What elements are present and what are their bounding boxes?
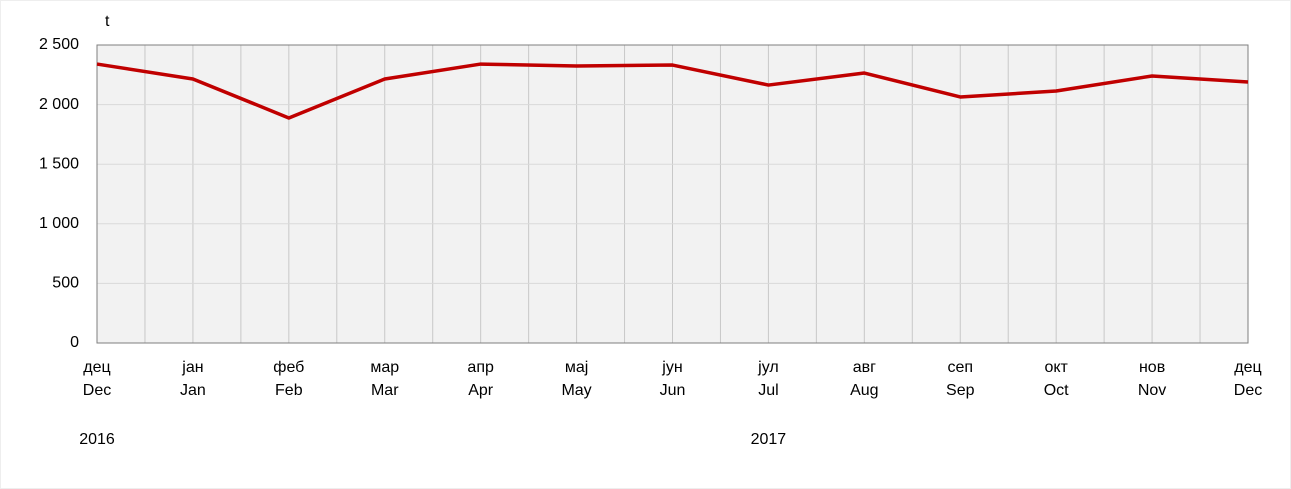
x-tick-label: окт: [1044, 359, 1068, 376]
y-tick-label: 1 000: [39, 215, 79, 232]
x-tick-label: авг: [853, 359, 876, 376]
data-line: [96, 62, 1249, 120]
year-label: 2017: [751, 431, 787, 448]
x-tick-label-en: Apr: [468, 382, 494, 399]
y-tick-label: 500: [52, 275, 79, 292]
x-tick-label-en: Oct: [1044, 382, 1069, 399]
x-tick-label-en: Jul: [758, 382, 778, 399]
y-axis-label: t: [105, 13, 110, 30]
year-label: 2016: [79, 431, 115, 448]
x-tick-label-en: May: [561, 382, 591, 399]
plot-border: [96, 44, 1249, 344]
x-tick-label: јан: [181, 359, 203, 376]
x-tick-label: апр: [467, 359, 494, 376]
x-tick-label-en: Aug: [850, 382, 878, 399]
x-tick-label: мај: [565, 359, 588, 376]
x-tick-label: јул: [757, 359, 779, 376]
x-tick-label: нов: [1139, 359, 1165, 376]
x-tick-label-en: Dec: [83, 382, 111, 399]
y-tick-label: 0: [70, 334, 79, 351]
x-tick-label-en: Sep: [946, 382, 975, 399]
x-tick-label-en: Jun: [660, 382, 686, 399]
x-tick-label-en: Jan: [180, 382, 206, 399]
y-tick-label: 2 500: [39, 36, 79, 53]
y-tick-label: 1 500: [39, 155, 79, 172]
x-tick-label: јун: [661, 359, 682, 376]
x-tick-label-en: Mar: [371, 382, 399, 399]
x-tick-label-en: Nov: [1138, 382, 1166, 399]
x-tick-label: мар: [370, 359, 399, 376]
x-tick-label: дец: [1234, 359, 1261, 376]
x-tick-label-en: Feb: [275, 382, 303, 399]
x-tick-label-en: Dec: [1234, 382, 1262, 399]
x-tick-label: сеп: [947, 359, 973, 376]
x-tick-label: дец: [83, 359, 110, 376]
y-tick-label: 2 000: [39, 96, 79, 113]
x-tick-label: феб: [273, 359, 304, 376]
